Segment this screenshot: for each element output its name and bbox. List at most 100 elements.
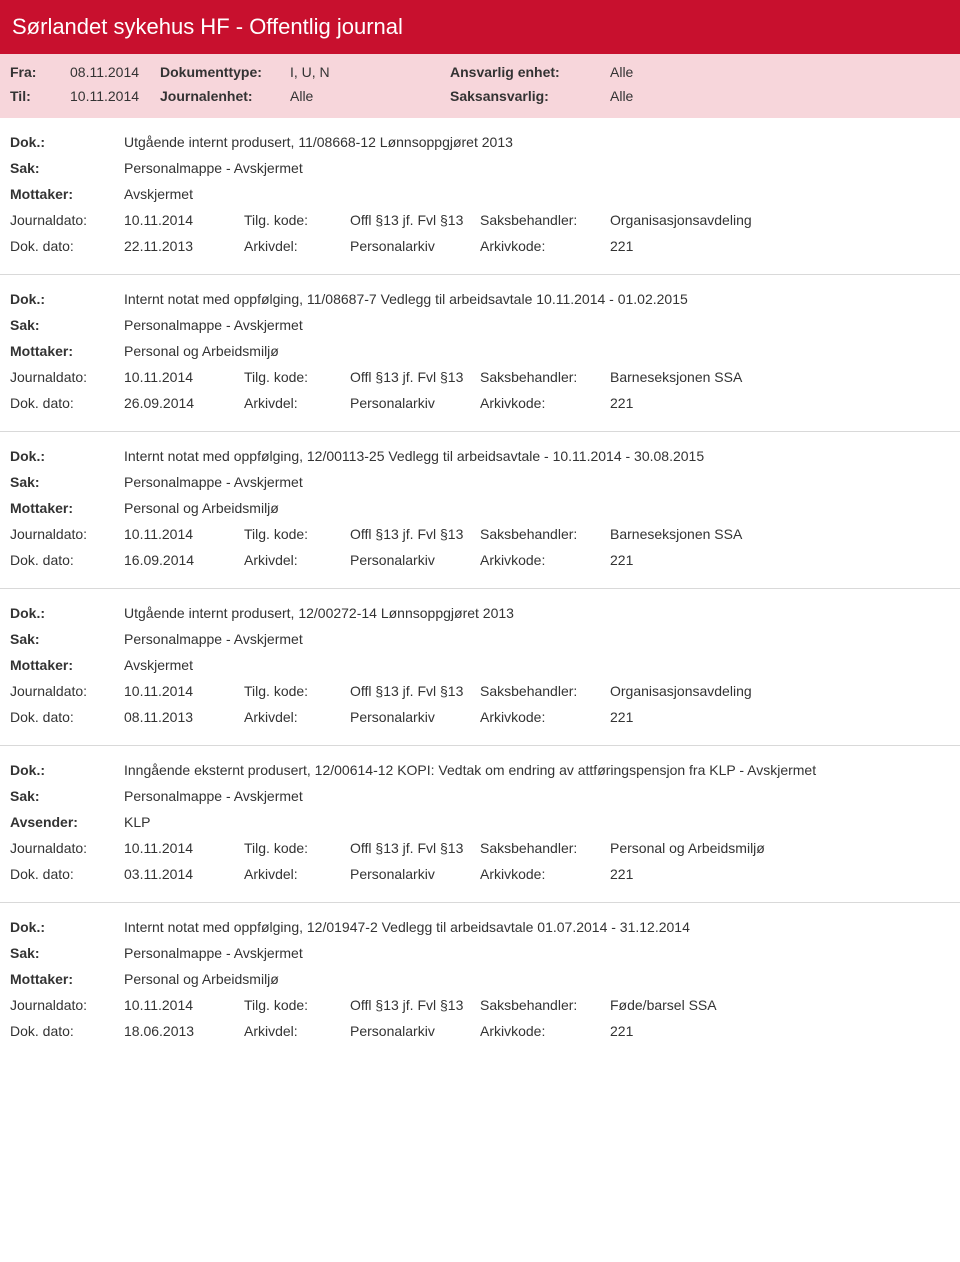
party-value: Personal og Arbeidsmiljø	[124, 971, 950, 987]
sak-value: Personalmappe - Avskjermet	[124, 317, 950, 333]
arkivdel-label: Arkivdel:	[244, 866, 350, 882]
tilgkode-label: Tilg. kode:	[244, 997, 350, 1013]
arkivdel-value: Personalarkiv	[350, 709, 480, 725]
filter-label: Saksansvarlig:	[450, 88, 610, 104]
arkivdel-value: Personalarkiv	[350, 395, 480, 411]
saksbehandler-label: Saksbehandler:	[480, 369, 610, 385]
journaldato-value: 10.11.2014	[124, 212, 244, 228]
saksbehandler-value: Organisasjonsavdeling	[610, 683, 950, 699]
filter-value: Alle	[610, 88, 730, 104]
journaldato-label: Journaldato:	[10, 997, 124, 1013]
tilgkode-value: Offl §13 jf. Fvl §13	[350, 526, 480, 542]
arkivkode-value: 221	[610, 395, 950, 411]
journal-entry: Dok.:Utgående internt produsert, 11/0866…	[0, 118, 960, 275]
arkivkode-value: 221	[610, 238, 950, 254]
field-label: Mottaker:	[10, 500, 124, 516]
filter-label: Journalenhet:	[160, 88, 290, 104]
field-label: Dok.:	[10, 134, 124, 150]
party-value: Personal og Arbeidsmiljø	[124, 500, 950, 516]
dok-title: Utgående internt produsert, 11/08668-12 …	[124, 134, 950, 150]
sak-value: Personalmappe - Avskjermet	[124, 788, 950, 804]
arkivkode-value: 221	[610, 552, 950, 568]
journaldato-value: 10.11.2014	[124, 997, 244, 1013]
journaldato-label: Journaldato:	[10, 369, 124, 385]
tilgkode-label: Tilg. kode:	[244, 526, 350, 542]
arkivdel-label: Arkivdel:	[244, 238, 350, 254]
filter-label: Fra:	[10, 64, 70, 80]
dok-title: Utgående internt produsert, 12/00272-14 …	[124, 605, 950, 621]
arkivdel-value: Personalarkiv	[350, 238, 480, 254]
arkivkode-label: Arkivkode:	[480, 709, 610, 725]
field-label: Sak:	[10, 945, 124, 961]
party-value: KLP	[124, 814, 950, 830]
field-label: Avsender:	[10, 814, 124, 830]
arkivdel-value: Personalarkiv	[350, 866, 480, 882]
filter-value: Alle	[290, 88, 450, 104]
field-label: Mottaker:	[10, 186, 124, 202]
dok-title: Internt notat med oppfølging, 11/08687-7…	[124, 291, 950, 307]
field-label: Sak:	[10, 160, 124, 176]
saksbehandler-value: Barneseksjonen SSA	[610, 369, 950, 385]
filter-value: I, U, N	[290, 64, 450, 80]
dokdato-label: Dok. dato:	[10, 866, 124, 882]
arkivdel-label: Arkivdel:	[244, 395, 350, 411]
arkivdel-label: Arkivdel:	[244, 552, 350, 568]
tilgkode-value: Offl §13 jf. Fvl §13	[350, 369, 480, 385]
dokdato-label: Dok. dato:	[10, 1023, 124, 1039]
filter-label: Til:	[10, 88, 70, 104]
tilgkode-label: Tilg. kode:	[244, 369, 350, 385]
journal-entry: Dok.:Inngående eksternt produsert, 12/00…	[0, 746, 960, 903]
arkivdel-label: Arkivdel:	[244, 709, 350, 725]
arkivkode-label: Arkivkode:	[480, 395, 610, 411]
arkivdel-value: Personalarkiv	[350, 552, 480, 568]
field-label: Mottaker:	[10, 971, 124, 987]
sak-value: Personalmappe - Avskjermet	[124, 631, 950, 647]
filter-label: Ansvarlig enhet:	[450, 64, 610, 80]
dokdato-label: Dok. dato:	[10, 238, 124, 254]
journaldato-value: 10.11.2014	[124, 683, 244, 699]
journal-entry: Dok.:Internt notat med oppfølging, 11/08…	[0, 275, 960, 432]
tilgkode-label: Tilg. kode:	[244, 840, 350, 856]
arkivkode-label: Arkivkode:	[480, 866, 610, 882]
tilgkode-value: Offl §13 jf. Fvl §13	[350, 212, 480, 228]
filter-value: 08.11.2014	[70, 64, 160, 80]
filter-label: Dokumenttype:	[160, 64, 290, 80]
party-value: Avskjermet	[124, 657, 950, 673]
journal-entry: Dok.:Internt notat med oppfølging, 12/01…	[0, 903, 960, 1059]
arkivkode-value: 221	[610, 709, 950, 725]
saksbehandler-value: Barneseksjonen SSA	[610, 526, 950, 542]
saksbehandler-value: Organisasjonsavdeling	[610, 212, 950, 228]
saksbehandler-value: Personal og Arbeidsmiljø	[610, 840, 950, 856]
arkivdel-value: Personalarkiv	[350, 1023, 480, 1039]
tilgkode-label: Tilg. kode:	[244, 683, 350, 699]
field-label: Dok.:	[10, 919, 124, 935]
dokdato-value: 22.11.2013	[124, 238, 244, 254]
filter-header: Fra:08.11.2014Dokumenttype:I, U, NAnsvar…	[0, 54, 960, 118]
saksbehandler-value: Føde/barsel SSA	[610, 997, 950, 1013]
field-label: Mottaker:	[10, 343, 124, 359]
dokdato-value: 26.09.2014	[124, 395, 244, 411]
sak-value: Personalmappe - Avskjermet	[124, 474, 950, 490]
journaldato-value: 10.11.2014	[124, 840, 244, 856]
dok-title: Inngående eksternt produsert, 12/00614-1…	[124, 762, 950, 778]
dokdato-value: 03.11.2014	[124, 866, 244, 882]
journal-entry: Dok.:Utgående internt produsert, 12/0027…	[0, 589, 960, 746]
dokdato-value: 18.06.2013	[124, 1023, 244, 1039]
party-value: Avskjermet	[124, 186, 950, 202]
saksbehandler-label: Saksbehandler:	[480, 840, 610, 856]
field-label: Sak:	[10, 317, 124, 333]
filter-value: Alle	[610, 64, 730, 80]
dokdato-label: Dok. dato:	[10, 552, 124, 568]
dok-title: Internt notat med oppfølging, 12/00113-2…	[124, 448, 950, 464]
arkivkode-value: 221	[610, 866, 950, 882]
journaldato-value: 10.11.2014	[124, 369, 244, 385]
tilgkode-value: Offl §13 jf. Fvl §13	[350, 683, 480, 699]
field-label: Dok.:	[10, 605, 124, 621]
field-label: Sak:	[10, 788, 124, 804]
dokdato-label: Dok. dato:	[10, 395, 124, 411]
journaldato-label: Journaldato:	[10, 212, 124, 228]
field-label: Dok.:	[10, 448, 124, 464]
tilgkode-value: Offl §13 jf. Fvl §13	[350, 840, 480, 856]
saksbehandler-label: Saksbehandler:	[480, 212, 610, 228]
tilgkode-label: Tilg. kode:	[244, 212, 350, 228]
